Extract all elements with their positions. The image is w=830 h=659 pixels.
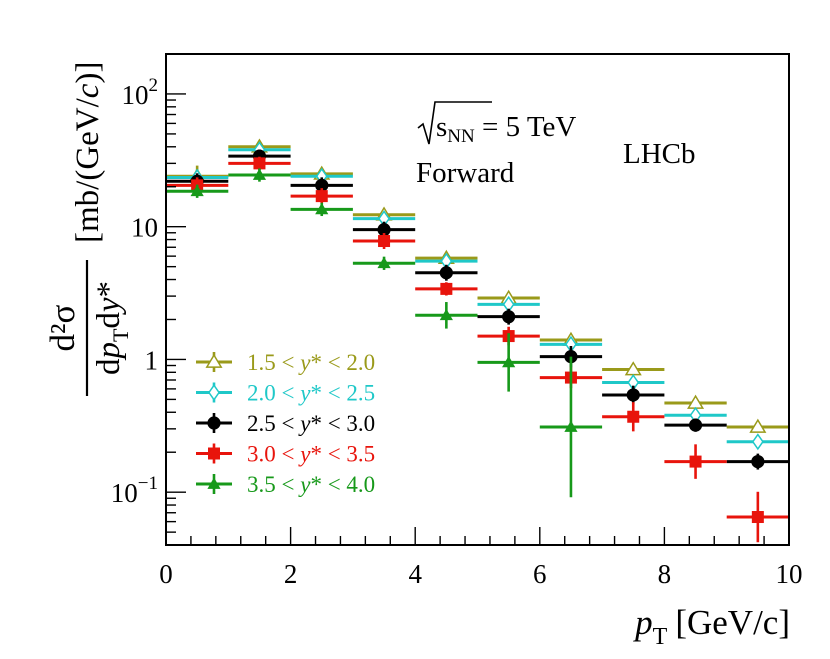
data-point xyxy=(602,385,665,405)
marker-filled-triangle xyxy=(377,256,391,269)
legend-label: 3.5 < y* < 4.0 xyxy=(247,472,375,497)
direction-label: Forward xyxy=(416,157,515,189)
marker-filled-square xyxy=(751,511,764,524)
x-tick-label: 4 xyxy=(408,559,422,589)
legend-entry: 2.0 < y* < 2.5 xyxy=(196,381,375,406)
marker-filled-triangle xyxy=(564,420,578,432)
energy-value: = 5 TeV xyxy=(475,111,577,143)
marker-filled-square xyxy=(253,157,266,170)
x-tick-label: 10 xyxy=(776,559,803,589)
data-point xyxy=(664,394,727,409)
y-title-numerator: d²σ xyxy=(43,304,82,351)
legend-label: 3.0 < y* < 3.5 xyxy=(247,442,375,467)
marker-filled-circle xyxy=(207,416,221,430)
y-axis-title: d²σ dpTdy* [mb/(GeV/c)] xyxy=(43,62,133,396)
data-point xyxy=(726,491,789,543)
x-tick-label: 6 xyxy=(533,559,547,589)
legend-label: 1.5 < y* < 2.0 xyxy=(247,350,375,375)
marker-filled-triangle xyxy=(207,477,221,489)
data-point xyxy=(726,418,789,433)
data-point xyxy=(290,188,353,205)
data-point xyxy=(726,453,789,470)
data-point xyxy=(228,156,291,171)
data-point xyxy=(352,233,416,249)
marker-filled-circle xyxy=(439,266,453,280)
data-point xyxy=(664,444,727,479)
legend-label: 2.5 < y* < 3.0 xyxy=(247,411,375,436)
x-tick-label: 8 xyxy=(658,559,672,589)
marker-filled-circle xyxy=(751,454,765,469)
energy-annotation: sNN = 5 TeV xyxy=(417,101,576,147)
marker-filled-circle xyxy=(377,223,391,237)
marker-filled-circle xyxy=(315,178,329,192)
marker-filled-square xyxy=(627,410,640,423)
y-title-denominator: dpTdy* xyxy=(91,281,133,375)
experiment-label: LHCb xyxy=(623,138,696,170)
plot-layer xyxy=(166,138,789,543)
marker-filled-triangle xyxy=(439,308,453,321)
x-axis-title: pT [GeV/c] xyxy=(632,603,790,650)
y-tick-label: 1 xyxy=(145,345,159,375)
marker-filled-circle xyxy=(626,388,640,402)
legend-label: 2.0 < y* < 2.5 xyxy=(247,381,375,406)
plot-frame xyxy=(165,53,790,546)
series-5 xyxy=(166,168,603,498)
data-point xyxy=(415,302,478,329)
data-point xyxy=(726,433,789,451)
marker-filled-triangle xyxy=(252,168,267,180)
data-point xyxy=(477,308,540,325)
data-point xyxy=(602,402,665,432)
data-point xyxy=(477,333,540,392)
marker-filled-circle xyxy=(688,418,703,432)
data-point xyxy=(166,184,229,198)
data-point xyxy=(415,264,478,281)
x-tick-label: 0 xyxy=(159,559,173,589)
marker-filled-square xyxy=(315,190,328,203)
sqrt-symbol xyxy=(417,101,492,145)
legend-entry: 3.5 < y* < 4.0 xyxy=(196,472,375,497)
marker-open-diamond xyxy=(208,383,220,402)
svg-text:sNN = 5 TeV: sNN = 5 TeV xyxy=(436,111,576,147)
marker-filled-square xyxy=(208,447,220,460)
x-tick-label: 2 xyxy=(284,559,298,589)
y-title-unit: [mb/(GeV/c)] xyxy=(70,62,106,243)
marker-filled-square xyxy=(689,455,702,468)
marker-filled-triangle xyxy=(190,184,204,197)
data-point xyxy=(664,418,727,432)
y-tick-label: 10−1 xyxy=(111,473,158,508)
y-tick-label: 102 xyxy=(122,75,159,110)
marker-open-triangle xyxy=(205,353,223,368)
marker-filled-triangle xyxy=(502,355,516,368)
marker-open-triangle xyxy=(749,418,767,433)
y-tick-label: 10 xyxy=(131,213,158,243)
data-point xyxy=(352,256,416,270)
marker-filled-triangle xyxy=(315,202,329,215)
marker-filled-circle xyxy=(502,310,516,324)
marker-open-diamond xyxy=(751,433,764,451)
data-point xyxy=(228,168,291,182)
data-point xyxy=(290,202,353,217)
legend-entry: 2.5 < y* < 3.0 xyxy=(196,411,375,436)
energy-symbol: s xyxy=(436,111,447,143)
data-point xyxy=(290,177,353,194)
legend-entry: 3.0 < y* < 3.5 xyxy=(196,442,375,467)
data-point xyxy=(539,356,603,498)
legend: 1.5 < y* < 2.0 2.0 < y* < 2.5 2.5 < y* < 3… xyxy=(196,350,375,497)
data-point xyxy=(415,282,478,296)
energy-subscript: NN xyxy=(447,126,475,147)
axes: 0 2 4 6 8 10 10−1 1 10 102 xyxy=(111,53,803,589)
legend-entry: 1.5 < y* < 2.0 xyxy=(196,350,375,375)
marker-filled-square xyxy=(440,282,453,295)
data-point xyxy=(602,361,665,376)
marker-filled-square xyxy=(378,235,391,248)
